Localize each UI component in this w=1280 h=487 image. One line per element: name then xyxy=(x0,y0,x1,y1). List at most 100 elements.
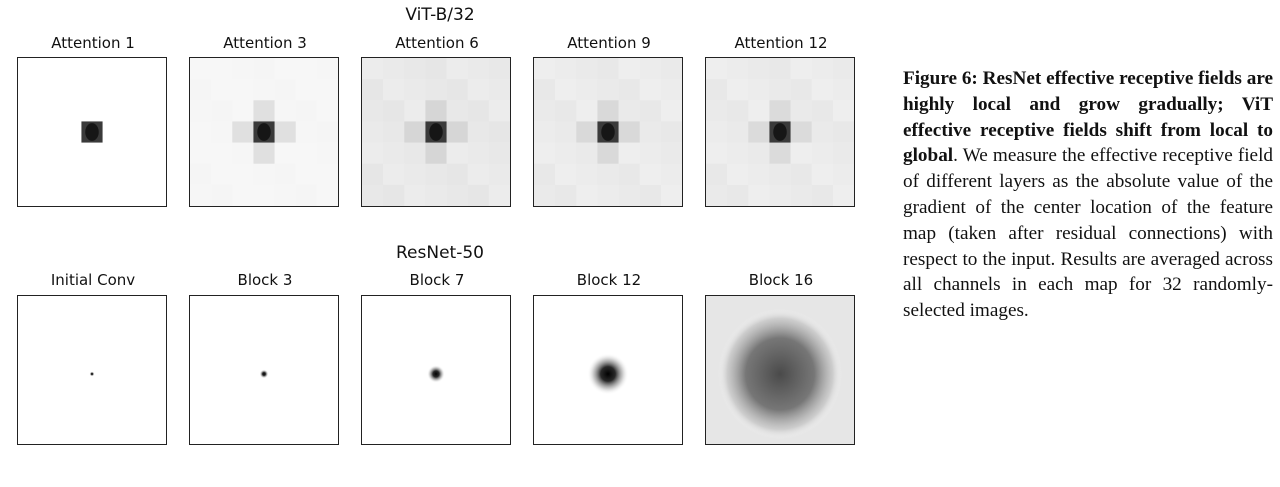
vit-patch-cell xyxy=(362,184,384,206)
vit-erf-image-2 xyxy=(189,57,339,207)
vit-patch-cell xyxy=(253,142,275,165)
vit-patch-cell xyxy=(706,184,728,206)
resnet-row-title: ResNet-50 xyxy=(396,243,484,263)
vit-patch-cell xyxy=(534,142,556,165)
vit-patch-cell xyxy=(727,163,749,186)
vit-patch-cell xyxy=(555,163,577,186)
vit-patch-cell xyxy=(769,142,791,165)
vit-patch-cell xyxy=(211,79,233,101)
vit-patch-cell xyxy=(811,184,834,206)
vit-patch-cell xyxy=(467,184,490,206)
vit-patch-cell xyxy=(446,142,469,165)
vit-patch-cell xyxy=(467,163,490,186)
vit-patch-cell xyxy=(253,100,275,122)
vit-patch-cell xyxy=(295,142,318,165)
vit-patch-cell xyxy=(706,121,728,143)
vit-patch-cell xyxy=(660,184,682,206)
figure-caption: Figure 6: ResNet effective receptive fie… xyxy=(903,66,1273,324)
vit-patch-cell xyxy=(576,100,598,122)
vit-patch-cell xyxy=(190,142,212,165)
vit-patch-cell xyxy=(253,184,275,206)
vit-row-title: ViT-B/32 xyxy=(405,5,475,25)
vit-patch-cell xyxy=(274,142,297,165)
vit-patch-cell xyxy=(362,58,384,80)
vit-patch-cell xyxy=(727,100,749,122)
vit-patch-cell xyxy=(534,58,556,80)
vit-patch-cell xyxy=(316,121,338,143)
vit-patch-cell xyxy=(660,100,682,122)
vit-patch-cell xyxy=(534,79,556,101)
vit-patch-cell xyxy=(618,58,641,80)
vit-patch-cell xyxy=(727,121,749,143)
vit-patch-cell xyxy=(232,184,254,206)
vit-patch-cell xyxy=(832,142,854,165)
vit-panel-label-3: Attention 6 xyxy=(395,34,479,52)
resnet-erf-image-2 xyxy=(189,295,339,445)
vit-patch-cell xyxy=(790,184,813,206)
vit-patch-cell xyxy=(488,142,510,165)
vit-panel-label-2: Attention 3 xyxy=(223,34,307,52)
vit-patch-cell xyxy=(597,142,619,165)
vit-patch-cell xyxy=(639,58,662,80)
resnet-panel-label-5: Block 16 xyxy=(748,271,814,289)
vit-patch-cell xyxy=(534,184,556,206)
vit-patch-cell xyxy=(660,142,682,165)
vit-panel-label-5: Attention 12 xyxy=(734,34,828,52)
vit-patch-cell xyxy=(232,58,254,80)
receptive-field-blob xyxy=(587,353,629,395)
vit-patch-cell xyxy=(404,58,426,80)
caption-body-text: . We measure the effective receptive fie… xyxy=(903,145,1273,322)
vit-patch-cell xyxy=(488,121,510,143)
vit-erf-image-5 xyxy=(705,57,855,207)
vit-patch-cell xyxy=(362,142,384,165)
vit-patch-cell xyxy=(832,100,854,122)
vit-patch-cell xyxy=(706,163,728,186)
vit-patch-cell xyxy=(576,163,598,186)
vit-patch-cell xyxy=(576,79,598,101)
vit-patch-cell xyxy=(790,58,813,80)
vit-erf-image-4 xyxy=(533,57,683,207)
vit-patch-cell xyxy=(790,100,813,122)
vit-patch-cell xyxy=(190,100,212,122)
vit-patch-cell xyxy=(748,142,770,165)
vit-patch-cell xyxy=(660,79,682,101)
receptive-field-blob xyxy=(89,371,95,377)
vit-patch-cell xyxy=(639,184,662,206)
vit-patch-cell xyxy=(316,79,338,101)
vit-patch-cell xyxy=(316,163,338,186)
vit-panel-label-4: Attention 9 xyxy=(567,34,651,52)
vit-patch-cell xyxy=(446,163,469,186)
vit-patch-cell xyxy=(660,58,682,80)
center-patch-core xyxy=(429,123,443,141)
vit-patch-cell xyxy=(274,163,297,186)
vit-patch-cell xyxy=(362,79,384,101)
vit-patch-cell xyxy=(425,163,447,186)
vit-patch-cell xyxy=(639,142,662,165)
vit-patch-cell xyxy=(253,79,275,101)
vit-patch-cell xyxy=(618,121,641,143)
vit-patch-cell xyxy=(811,100,834,122)
receptive-field-blob xyxy=(427,365,445,383)
vit-patch-cell xyxy=(618,184,641,206)
vit-patch-cell xyxy=(811,142,834,165)
vit-patch-cell xyxy=(425,58,447,80)
vit-patch-cell xyxy=(295,121,318,143)
vit-patch-cell xyxy=(488,58,510,80)
vit-patch-cell xyxy=(534,121,556,143)
vit-patch-cell xyxy=(748,163,770,186)
vit-patch-cell xyxy=(534,100,556,122)
vit-patch-cell xyxy=(769,100,791,122)
vit-patch-cell xyxy=(748,79,770,101)
vit-patch-cell xyxy=(555,100,577,122)
vit-patch-cell xyxy=(383,163,405,186)
vit-patch-cell xyxy=(190,79,212,101)
vit-patch-cell xyxy=(404,121,426,143)
vit-patch-cell xyxy=(727,58,749,80)
resnet-erf-image-5 xyxy=(705,295,855,445)
vit-patch-cell xyxy=(555,184,577,206)
vit-patch-cell xyxy=(190,58,212,80)
vit-patch-cell xyxy=(404,184,426,206)
resnet-erf-image-3 xyxy=(361,295,511,445)
vit-patch-cell xyxy=(467,142,490,165)
vit-patch-cell xyxy=(211,184,233,206)
